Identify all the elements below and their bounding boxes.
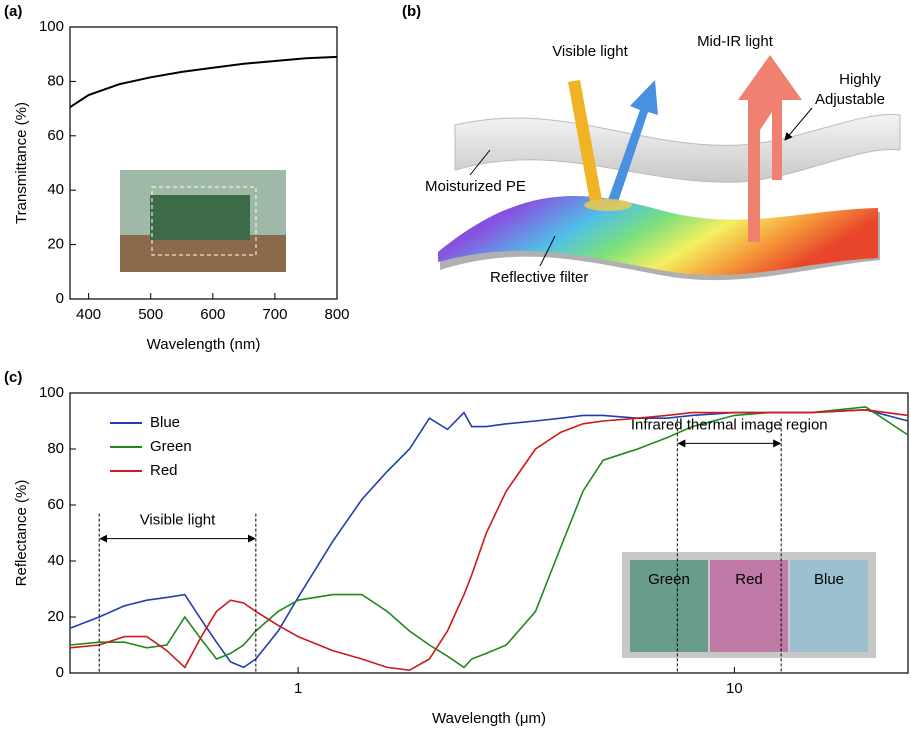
y-tick-label: 40 (47, 552, 64, 569)
pe-sheet (454, 113, 901, 183)
filter (438, 195, 878, 276)
pointer (539, 235, 556, 267)
inset-frame (151, 186, 257, 256)
filter-label: Reflective filter (490, 269, 588, 286)
y-tick-label: 60 (47, 496, 64, 513)
panel-label: (a) (4, 3, 22, 20)
pointer (469, 149, 491, 176)
inset-sample (790, 560, 868, 652)
diagram: (b) Visible light Mid-IR light Highly Ad… (402, 3, 901, 286)
x-tick-label: 600 (200, 306, 225, 323)
plot-frame (69, 392, 909, 674)
y-tick-label: 100 (39, 18, 64, 35)
y-axis-label: Transmittance (%) (13, 102, 30, 224)
x-tick-label: 400 (76, 306, 101, 323)
y-tick-label: 40 (47, 181, 64, 198)
legend-label: Red (150, 462, 178, 479)
legend-label: Green (150, 438, 192, 455)
adjust-label: Adjustable (815, 91, 885, 108)
y-tick-label: 80 (47, 72, 64, 89)
y-tick-label: 0 (56, 664, 64, 681)
inset-sample (710, 560, 788, 652)
line (69, 406, 909, 669)
annotation: Visible light (140, 512, 216, 529)
y-tick-label: 20 (47, 236, 64, 253)
y-tick-label: 20 (47, 608, 64, 625)
inset-sample (630, 560, 708, 652)
inset-label: Green (648, 571, 690, 588)
y-tick-label: 100 (39, 384, 64, 401)
pe-label: Moisturized PE (425, 178, 526, 195)
x-tick-label: 10 (726, 680, 743, 697)
x-tick-label: 800 (324, 306, 349, 323)
y-tick-label: 60 (47, 127, 64, 144)
y-tick-label: 0 (56, 290, 64, 307)
inset-label: Red (735, 571, 763, 588)
line (69, 408, 909, 669)
legend-label: Blue (150, 414, 180, 431)
x-tick-label: 700 (262, 306, 287, 323)
line (69, 55, 338, 109)
x-axis-label: Wavelength (μm) (432, 710, 546, 727)
reflected-beam (608, 80, 658, 202)
inset-label: Blue (814, 571, 844, 588)
spot (584, 199, 632, 211)
adjust-label: Highly (839, 71, 881, 88)
y-tick-label: 80 (47, 440, 64, 457)
plot-frame (69, 26, 338, 300)
inset-ground (120, 235, 286, 272)
inset-building (150, 195, 250, 240)
x-tick-label: 500 (138, 306, 163, 323)
x-tick-label: 1 (294, 680, 302, 697)
midir-label: Mid-IR light (697, 33, 774, 50)
visible-label: Visible light (552, 43, 628, 60)
visible-beam (568, 80, 602, 202)
y-axis-label: Reflectance (%) (13, 480, 30, 587)
ir-arrow (738, 55, 802, 242)
line (69, 408, 909, 672)
annotation: Infrared thermal image region (631, 416, 828, 433)
pointer (784, 107, 813, 141)
x-axis-label: Wavelength (nm) (147, 336, 261, 353)
panel-label: (c) (4, 369, 22, 386)
panel-label: (b) (402, 3, 421, 20)
